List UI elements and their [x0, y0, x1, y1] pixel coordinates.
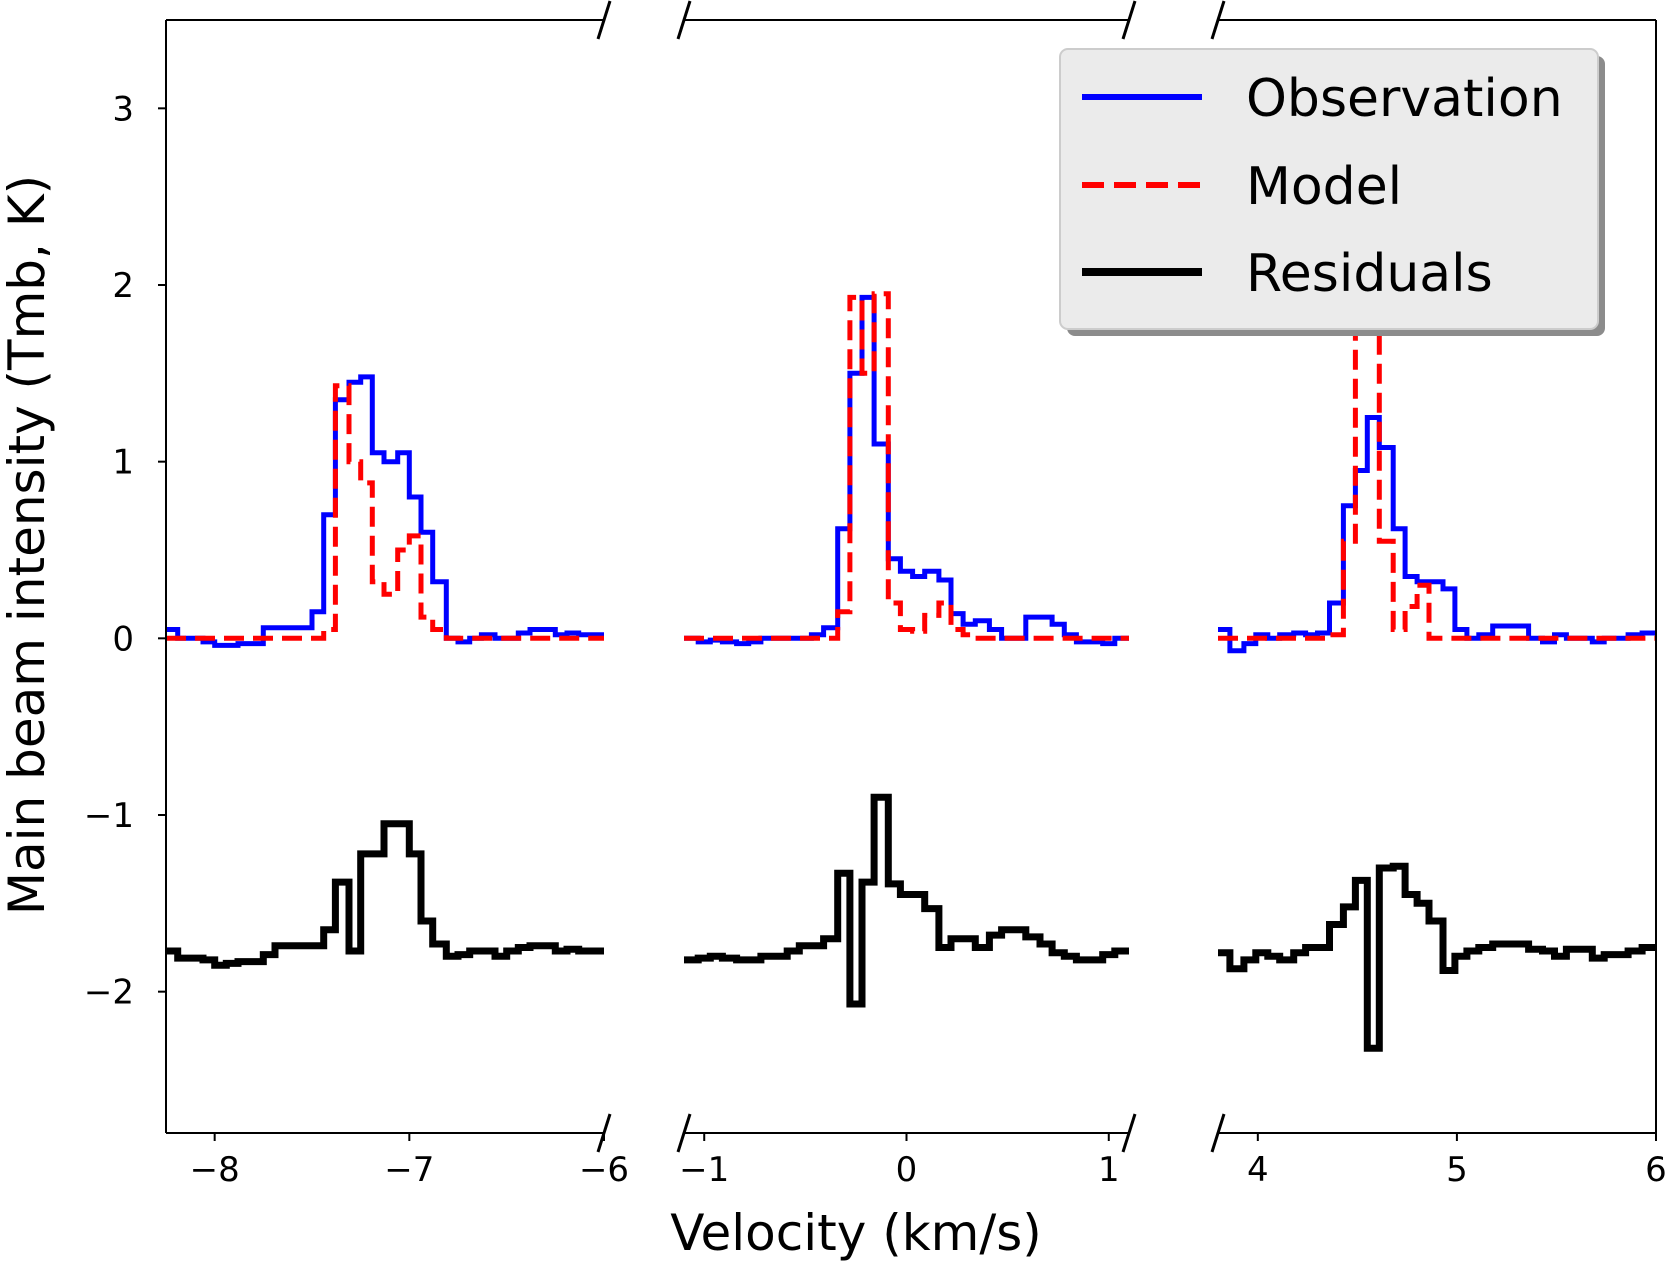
x-tick-label: −1: [679, 1150, 729, 1190]
x-tick-label: 5: [1446, 1150, 1468, 1190]
observation-series-line: [684, 294, 1129, 647]
axis-break-mark: [1210, 0, 1226, 40]
panel-plot-area: [1218, 303, 1656, 1052]
model-series-line: [166, 383, 604, 641]
panels-layer: [158, 0, 1657, 1153]
x-tick-label: −7: [384, 1150, 434, 1190]
residuals-series-line: [684, 793, 1129, 1008]
residuals-series-line: [1218, 862, 1656, 1052]
axis-break-mark: [676, 0, 692, 40]
panel-3: [1210, 0, 1657, 1153]
model-series-line: [684, 291, 1129, 641]
x-tick-label: 0: [896, 1150, 918, 1190]
axis-break-mark: [676, 1113, 692, 1153]
axis-break-mark: [596, 0, 612, 40]
x-tick-label: 1: [1098, 1150, 1120, 1190]
legend-label-residuals: Residuals: [1246, 244, 1493, 304]
x-tick-label: −8: [190, 1150, 240, 1190]
y-tick-label: 2: [112, 266, 134, 306]
x-tick-labels: −8 −7 −6 −1 0 1 4 5 6: [190, 1150, 1665, 1190]
observation-series-line: [1218, 415, 1656, 654]
model-series-line: [1218, 303, 1656, 641]
axis-break-mark: [1121, 1113, 1137, 1153]
y-tick-label: −1: [84, 796, 134, 836]
observation-series-line: [166, 374, 604, 648]
panel-plot-area: [684, 291, 1129, 1008]
panel-2: [676, 0, 1137, 1153]
residuals-series-line: [166, 820, 604, 969]
y-tick-labels: −2 −1 0 1 2 3: [84, 89, 134, 1012]
legend-label-model: Model: [1246, 157, 1402, 217]
x-tick-label: 4: [1247, 1150, 1269, 1190]
panel-plot-area: [166, 374, 604, 969]
x-tick-label: −6: [579, 1150, 629, 1190]
legend-box: [1059, 48, 1599, 330]
y-tick-label: 3: [112, 89, 134, 129]
y-tick-label: 0: [112, 619, 134, 659]
y-tick-label: 1: [112, 443, 134, 483]
x-tick-label: 6: [1645, 1150, 1665, 1190]
y-axis-title: Main beam intensity (Tmb, K): [0, 175, 56, 915]
axis-break-mark: [1121, 0, 1137, 40]
panel-1: [165, 0, 612, 1153]
legend: Observation Model Residuals: [1059, 48, 1605, 336]
axis-break-mark: [1210, 1113, 1226, 1153]
legend-label-observation: Observation: [1246, 69, 1563, 129]
y-tick-label: −2: [84, 973, 134, 1013]
x-axis-title: Velocity (km/s): [670, 1204, 1042, 1262]
